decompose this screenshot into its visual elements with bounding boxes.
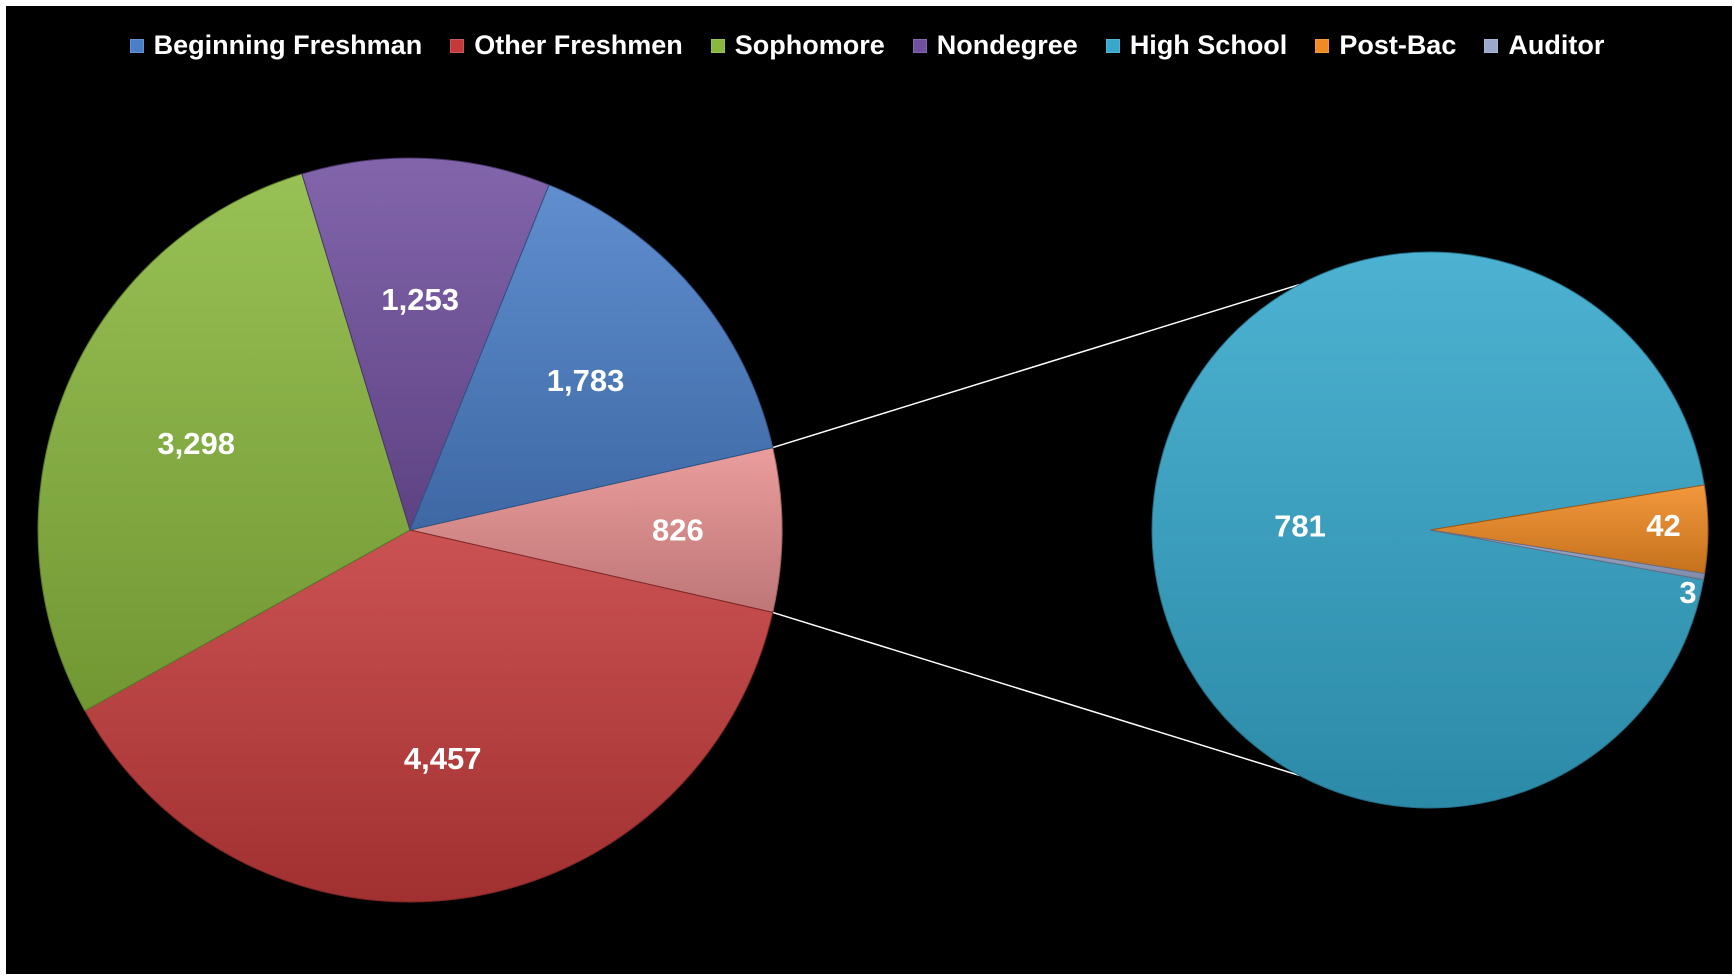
pie-slice-beginning-freshman: [409, 184, 774, 531]
legend-label: High School: [1129, 30, 1288, 60]
legend-item-other-freshmen: Other Freshmen: [450, 30, 683, 61]
data-label-post-bac: 42: [1646, 508, 1680, 543]
legend-swatch: [129, 38, 144, 53]
data-label-high-school: 781: [1274, 509, 1326, 544]
legend-label: Other Freshmen: [474, 30, 683, 60]
legend-label: Nondegree: [936, 30, 1078, 60]
legend-swatch: [1315, 38, 1330, 53]
data-label-other: 826: [652, 513, 704, 548]
legend-label: Post-Bac: [1339, 30, 1457, 60]
main-pie: [37, 157, 783, 903]
connector-lines: [772, 283, 1300, 777]
pie-slice-other: [409, 446, 783, 614]
data-labels: 4,457 3,298 1,253 1,783 826 781 42 3: [157, 282, 1696, 776]
data-label-nondegree: 1,253: [381, 282, 459, 317]
legend: Beginning Freshman Other Freshmen Sophom…: [0, 30, 1734, 61]
legend-item-sophomore: Sophomore: [710, 30, 885, 61]
legend-swatch: [450, 38, 465, 53]
data-label-auditor: 3: [1679, 575, 1696, 610]
connector-line-bottom: [772, 611, 1300, 777]
pie-slice-auditor: [1429, 529, 1706, 581]
connector-line-top: [772, 283, 1300, 449]
data-label-beginning-freshman: 1,783: [547, 363, 625, 398]
legend-item-high-school: High School: [1105, 30, 1288, 61]
secondary-pie: [1151, 251, 1709, 809]
legend-item-auditor: Auditor: [1484, 30, 1604, 61]
data-label-sophomore: 3,298: [157, 426, 235, 461]
legend-swatch: [912, 38, 927, 53]
pie-slice-nondegree: [301, 157, 550, 532]
pie-slice-other-freshmen: [84, 529, 774, 903]
legend-label: Sophomore: [734, 30, 885, 60]
legend-item-post-bac: Post-Bac: [1315, 30, 1456, 61]
legend-label: Auditor: [1508, 30, 1605, 60]
legend-item-beginning-freshman: Beginning Freshman: [129, 30, 423, 61]
legend-swatch: [710, 38, 725, 53]
pie-slice-sophomore: [37, 173, 411, 712]
legend-label: Beginning Freshman: [153, 30, 423, 60]
legend-swatch: [1105, 38, 1120, 53]
pie-slice-high-school: [1151, 251, 1705, 809]
legend-item-nondegree: Nondegree: [912, 30, 1078, 61]
legend-swatch: [1484, 38, 1499, 53]
data-label-other-freshmen: 4,457: [404, 741, 482, 776]
